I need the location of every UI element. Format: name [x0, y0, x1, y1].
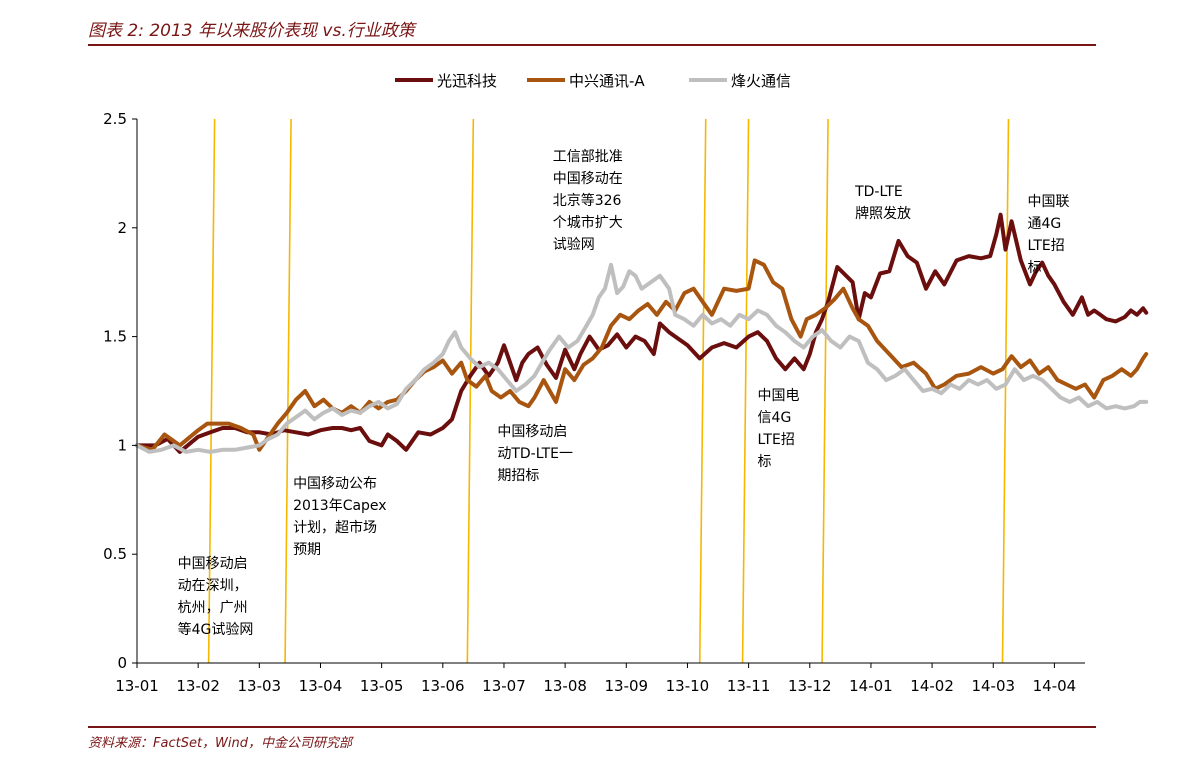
- event-annotation-line: 中国移动启: [178, 556, 248, 572]
- event-lines: [207, 118, 1010, 664]
- event-line: [741, 118, 750, 664]
- y-tick-label: 0: [117, 654, 127, 672]
- event-annotation-line: 2013年Capex: [293, 498, 387, 514]
- x-tick-label: 13-09: [604, 677, 648, 695]
- footer-rule: [88, 726, 1096, 728]
- legend-label: 光迅科技: [437, 72, 497, 90]
- event-annotation-line: TD-LTE: [854, 184, 903, 200]
- x-tick-label: 13-07: [482, 677, 526, 695]
- event-annotation-line: 计划，超市场: [293, 519, 377, 536]
- event-annotation-line: 试验网: [553, 237, 595, 253]
- x-tick-label: 13-02: [176, 677, 220, 695]
- event-annotation-line: LTE招: [1027, 238, 1064, 254]
- x-tick-label: 14-04: [1033, 677, 1077, 695]
- legend-label: 烽火通信: [731, 72, 791, 90]
- figure-title: 图表 2: 2013 年以来股价表现 vs.行业政策: [88, 21, 415, 41]
- event-line: [1001, 118, 1010, 664]
- event-annotation-line: 预期: [293, 542, 321, 558]
- event-line: [284, 118, 292, 664]
- event-annotation-line: 信4G: [758, 410, 792, 426]
- x-tick-label: 14-03: [971, 677, 1015, 695]
- event-annotation-line: 通4G: [1027, 216, 1061, 232]
- y-tick-label: 1: [117, 436, 127, 454]
- event-line: [207, 118, 216, 664]
- x-tick-label: 13-04: [299, 677, 343, 695]
- x-tick-label: 13-03: [238, 677, 282, 695]
- event-annotation-line: 动在深圳，: [178, 578, 248, 594]
- event-annotation-line: 中国移动在: [553, 171, 623, 187]
- event-annotation-line: 工信部批准: [553, 149, 623, 165]
- event-annotation-line: 杭州，广州: [178, 600, 248, 616]
- event-annotation-line: 标: [758, 454, 772, 470]
- event-annotation-line: 牌照发放: [855, 205, 911, 222]
- x-tick-label: 13-01: [115, 677, 159, 695]
- event-annotation-line: 北京等326: [553, 192, 622, 209]
- legend: 光迅科技 中兴通讯-A 烽火通信: [395, 72, 791, 90]
- y-tick-label: 1.5: [103, 328, 127, 346]
- x-tick-label: 13-11: [727, 677, 771, 695]
- axes: 0 0.5 1 1.5 2 2.5 13-01 13-02 13-03 13-04 13-05 13-…: [103, 110, 1085, 695]
- event-annotation-line: 期招标: [497, 468, 539, 484]
- event-line: [466, 118, 475, 664]
- x-tick-label: 13-05: [360, 677, 404, 695]
- event-line: [821, 118, 829, 664]
- event-annotation-line: 中国电: [758, 388, 800, 404]
- title-rule: [88, 44, 1096, 46]
- x-tick-label: 13-06: [421, 677, 465, 695]
- series-line: [135, 262, 1149, 454]
- y-tick-label: 2.5: [103, 110, 127, 128]
- x-tick-label: 14-01: [849, 677, 893, 695]
- x-tick-label: 13-12: [788, 677, 832, 695]
- series-line: [135, 212, 1149, 454]
- legend-label: 中兴通讯-A: [569, 72, 645, 90]
- source-note: 资料来源：FactSet，Wind，中金公司研究部: [88, 736, 352, 751]
- x-tick-label: 14-02: [910, 677, 954, 695]
- event-annotation-line: 动TD-LTE一: [497, 446, 573, 462]
- event-annotation-line: 中国移动公布: [293, 476, 377, 492]
- event-line: [698, 118, 707, 664]
- x-tick-label: 13-08: [543, 677, 587, 695]
- event-annotation-line: 中国联: [1027, 194, 1069, 210]
- event-annotation-line: 中国移动启: [497, 424, 567, 440]
- event-annotation-line: 等4G试验网: [178, 621, 254, 638]
- event-annotation-line: 标: [1027, 260, 1041, 276]
- y-tick-label: 2: [117, 219, 127, 237]
- y-tick-label: 0.5: [103, 545, 127, 563]
- series-lines: [135, 212, 1149, 454]
- event-annotation-line: LTE招: [758, 432, 795, 448]
- x-tick-label: 13-10: [666, 677, 710, 695]
- event-annotation-line: 个城市扩大: [553, 214, 623, 231]
